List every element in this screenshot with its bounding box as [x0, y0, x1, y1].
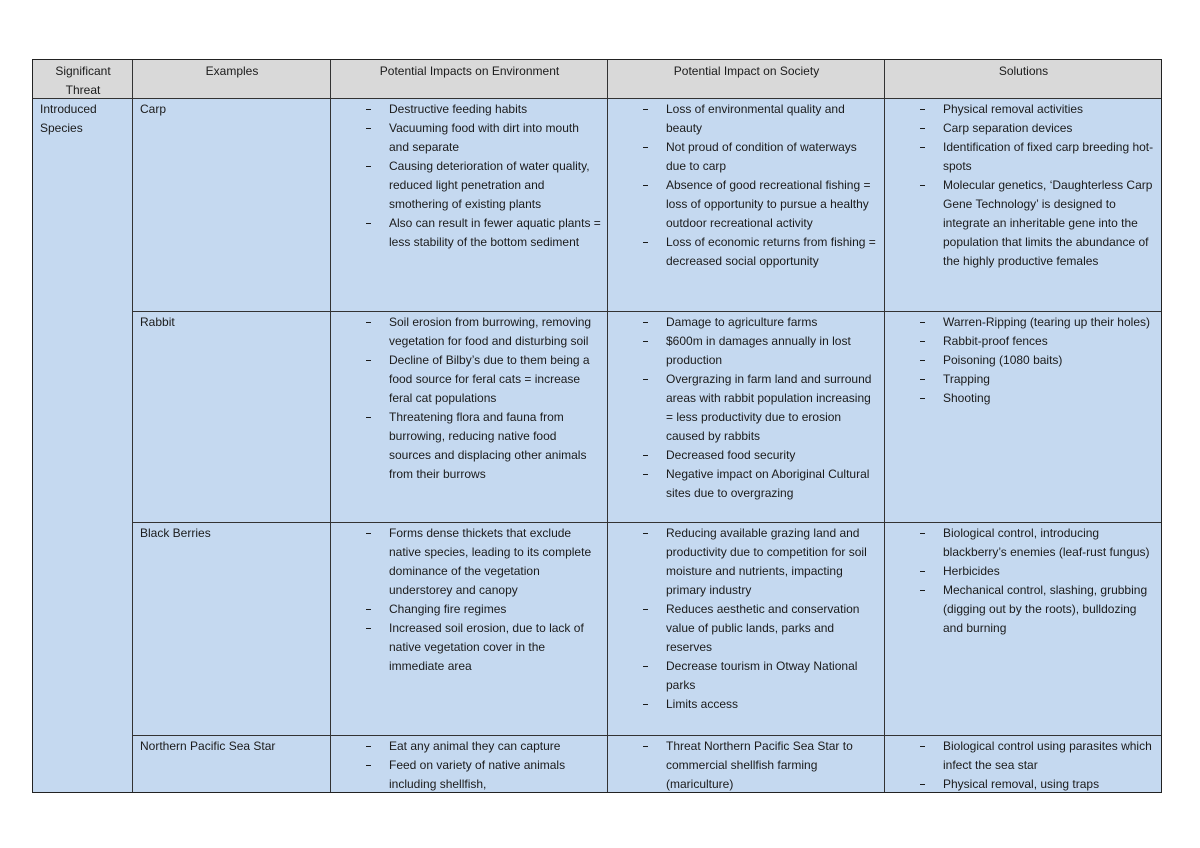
bullet-item: Absence of good recreational fishing = l… [615, 176, 878, 233]
bullet-item: Limits access [615, 695, 878, 714]
bullet-item: Also can result in fewer aquatic plants … [338, 214, 601, 252]
bullet-item: Forms dense thickets that exclude native… [338, 524, 601, 600]
column-header: Solutions [885, 60, 1162, 99]
bullet-item: Changing fire regimes [338, 600, 601, 619]
solutions-cell: Physical removal activities Carp separati… [885, 99, 1162, 312]
bullet-item: Decline of Bilby’s due to them being a f… [338, 351, 601, 408]
bullet-item: Physical removal activities [892, 100, 1155, 119]
bullet-item: Damage to agriculture farms [615, 313, 878, 332]
bullet-item: Reduces aesthetic and conservation value… [615, 600, 878, 657]
environment-cell: Eat any animal they can capture Feed on v… [331, 736, 608, 793]
bullet-item: $600m in damages annually in lost produc… [615, 332, 878, 370]
solutions-cell: Biological control, introducing blackber… [885, 523, 1162, 736]
bullet-item: Destructive feeding habits [338, 100, 601, 119]
column-header: Examples [133, 60, 331, 99]
bullet-item: Decrease tourism in Otway National parks [615, 657, 878, 695]
column-header: Significant Threat [33, 60, 133, 99]
bullet-item: Soil erosion from burrowing, removing ve… [338, 313, 601, 351]
society-cell: Reducing available grazing land and prod… [608, 523, 885, 736]
bullet-item: Carp separation devices [892, 119, 1155, 138]
society-cell: Threat Northern Pacific Sea Star to comm… [608, 736, 885, 793]
bullet-item: Biological control using parasites which… [892, 737, 1155, 775]
bullet-item: Poisoning (1080 baits) [892, 351, 1155, 370]
bullet-item: Loss of environmental quality and beauty [615, 100, 878, 138]
solutions-cell: Warren-Ripping (tearing up their holes) R… [885, 312, 1162, 523]
bullet-item: Biological control, introducing blackber… [892, 524, 1155, 562]
bullet-item: Vacuuming food with dirt into mouth and … [338, 119, 601, 157]
bullet-item: Negative impact on Aboriginal Cultural s… [615, 465, 878, 503]
bullet-item: Trapping [892, 370, 1155, 389]
bullet-item: Rabbit-proof fences [892, 332, 1155, 351]
bullet-item: Shooting [892, 389, 1155, 408]
bullet-item: Herbicides [892, 562, 1155, 581]
bullet-item: Loss of economic returns from fishing = … [615, 233, 878, 271]
column-header: Potential Impacts on Environment [331, 60, 608, 99]
example-cell: Carp [133, 99, 331, 312]
bullet-item: Overgrazing in farm land and surround ar… [615, 370, 878, 446]
bullet-item: Not proud of condition of waterways due … [615, 138, 878, 176]
bullet-item: Feed on variety of native animals includ… [338, 756, 601, 792]
environment-cell: Forms dense thickets that exclude native… [331, 523, 608, 736]
bullet-item: Physical removal, using traps [892, 775, 1155, 792]
environment-cell: Destructive feeding habits Vacuuming food… [331, 99, 608, 312]
bullet-item: Reducing available grazing land and prod… [615, 524, 878, 600]
bullet-item: Mechanical control, slashing, grubbing (… [892, 581, 1155, 638]
bullet-item: Molecular genetics, ‘Daughterless Carp G… [892, 176, 1155, 271]
society-cell: Damage to agriculture farms $600m in dama… [608, 312, 885, 523]
environment-cell: Soil erosion from burrowing, removing ve… [331, 312, 608, 523]
society-cell: Loss of environmental quality and beauty… [608, 99, 885, 312]
bullet-item: Identification of fixed carp breeding ho… [892, 138, 1155, 176]
bullet-item: Decreased food security [615, 446, 878, 465]
threat-cell: Introduced Species [33, 99, 133, 793]
bullet-item: Threat Northern Pacific Sea Star to comm… [615, 737, 878, 792]
bullet-item: Increased soil erosion, due to lack of n… [338, 619, 601, 676]
bullet-item: Warren-Ripping (tearing up their holes) [892, 313, 1155, 332]
example-cell: Northern Pacific Sea Star [133, 736, 331, 793]
bullet-item: Eat any animal they can capture [338, 737, 601, 756]
example-cell: Rabbit [133, 312, 331, 523]
column-header: Potential Impact on Society [608, 60, 885, 99]
bullet-item: Causing deterioration of water quality, … [338, 157, 601, 214]
solutions-cell: Biological control using parasites which… [885, 736, 1162, 793]
example-cell: Black Berries [133, 523, 331, 736]
bullet-item: Threatening flora and fauna from burrowi… [338, 408, 601, 484]
